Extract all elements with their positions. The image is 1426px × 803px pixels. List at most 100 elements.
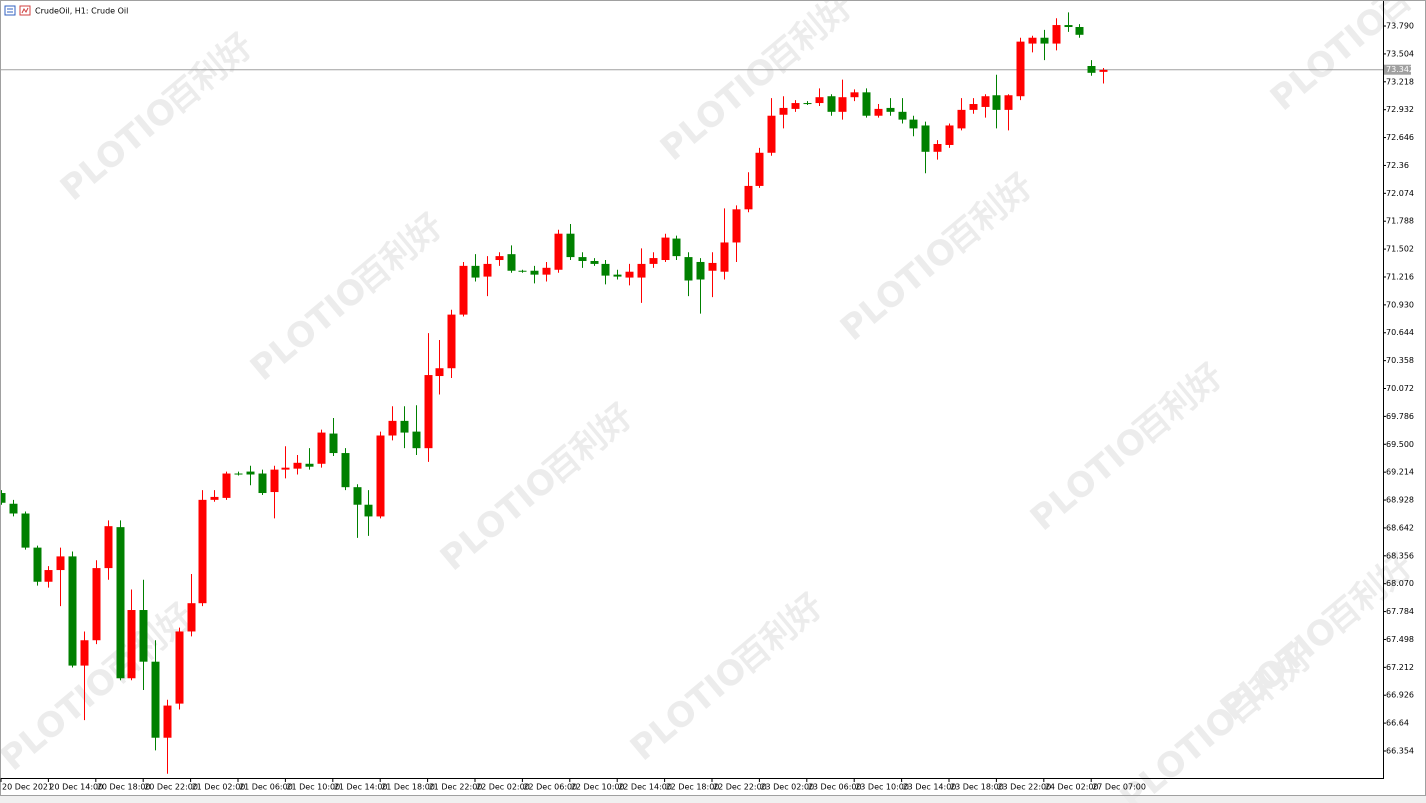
- candle-body: [376, 435, 385, 517]
- candle-body: [424, 375, 433, 449]
- candle-body: [33, 547, 42, 582]
- watermark-brand: 百利好: [347, 206, 451, 302]
- candle-body: [590, 260, 599, 264]
- y-tick-label: 71.502: [1386, 245, 1414, 254]
- candle-body: [838, 97, 847, 112]
- candle-body: [483, 263, 492, 277]
- y-tick-label: 72.36: [1386, 161, 1409, 170]
- y-tick-label: 68.642: [1386, 523, 1414, 532]
- y-tick-label: 66.64: [1386, 719, 1409, 728]
- candle-body: [1028, 37, 1037, 44]
- candle-body: [435, 368, 444, 377]
- candle-body: [246, 471, 255, 475]
- candle-body: [151, 661, 160, 738]
- candle-body: [44, 570, 53, 582]
- y-tick-label: 71.216: [1386, 272, 1414, 281]
- candle-body: [459, 265, 468, 315]
- candle-body: [1016, 41, 1025, 97]
- x-tick-label: 21 Dec 14:00: [334, 783, 388, 792]
- watermark-brand: 百利好: [537, 396, 641, 492]
- candle-body: [601, 263, 610, 276]
- candle-body: [578, 257, 587, 261]
- candle-body: [898, 111, 907, 120]
- candle-body: [637, 263, 646, 278]
- status-strip: [0, 796, 1426, 803]
- watermark-brand: 百利好: [937, 166, 1041, 262]
- watermark-logo: PLOTIO: [653, 49, 785, 169]
- candle-body: [684, 257, 693, 281]
- x-tick-label: 23 Dec 22:00: [997, 783, 1051, 792]
- candle-body: [661, 237, 670, 261]
- y-tick-label: 70.072: [1386, 384, 1414, 393]
- x-tick-label: 21 Dec 10:00: [286, 783, 340, 792]
- y-tick-label: 70.358: [1386, 356, 1414, 365]
- x-tick-label: 23 Dec 18:00: [950, 783, 1004, 792]
- candle-body: [649, 258, 658, 264]
- y-tick-label: 66.926: [1386, 691, 1414, 700]
- watermark-logo: PLOTIO: [53, 89, 185, 209]
- watermark-brand: 百利好: [157, 26, 261, 122]
- candle-body: [945, 125, 954, 145]
- candle-body: [163, 705, 172, 738]
- candle-body: [281, 467, 290, 470]
- x-tick-label: 20 Dec 2021: [2, 783, 53, 792]
- y-tick-label: 68.928: [1386, 496, 1414, 505]
- candle-body: [116, 527, 125, 679]
- candle-body: [317, 432, 326, 464]
- x-tick-label: 21 Dec 06:00: [239, 783, 293, 792]
- y-tick-label: 69.786: [1386, 412, 1414, 421]
- candle-body: [80, 640, 89, 666]
- x-tick-label: 22 Dec 10:00: [571, 783, 625, 792]
- candle-body: [791, 103, 800, 109]
- candle-body: [127, 610, 136, 679]
- y-tick-label: 67.784: [1386, 607, 1414, 616]
- watermark-logo: PLOTIO: [623, 649, 755, 769]
- candle-body: [471, 265, 480, 278]
- candle-body: [969, 104, 978, 110]
- y-tick-label: 68.356: [1386, 551, 1414, 560]
- candle-body: [495, 256, 504, 261]
- candle-body: [341, 453, 350, 488]
- candle-body: [293, 462, 302, 469]
- candle-body: [921, 125, 930, 152]
- candle-body: [957, 109, 966, 129]
- candle-body: [388, 420, 397, 436]
- x-tick-label: 22 Dec 06:00: [523, 783, 577, 792]
- chart-title: CrudeOil, H1: Crude Oil: [35, 7, 128, 16]
- watermark-logo: PLOTIO: [833, 229, 965, 349]
- y-tick-label: 72.074: [1386, 189, 1414, 198]
- candle-body: [803, 103, 812, 105]
- candle-body: [1052, 25, 1061, 44]
- x-tick-label: 23 Dec 06:00: [808, 783, 862, 792]
- y-tick-label: 70.644: [1386, 328, 1414, 337]
- candle-body: [566, 233, 575, 258]
- candle-body: [933, 143, 942, 152]
- y-tick-label: 66.354: [1386, 746, 1414, 755]
- watermark-brand: 百利好: [1127, 356, 1231, 452]
- candle-body: [708, 262, 717, 271]
- x-tick-label: 23 Dec 02:00: [760, 783, 814, 792]
- candle-body: [68, 556, 77, 666]
- candle-body: [542, 267, 551, 275]
- plot-area: [0, 12, 1383, 774]
- candle-body: [198, 499, 207, 604]
- y-tick-label: 72.646: [1386, 133, 1414, 142]
- candle-body: [767, 115, 776, 153]
- candle-body: [862, 92, 871, 116]
- candle-body: [850, 92, 859, 98]
- candle-body: [447, 314, 456, 369]
- candle-body: [827, 96, 836, 112]
- x-tick-label: 20 Dec 18:00: [97, 783, 151, 792]
- candle-body: [613, 274, 622, 277]
- candle-body: [234, 473, 243, 475]
- candle-body: [815, 97, 824, 104]
- candle-body: [92, 568, 101, 641]
- candle-body: [992, 95, 1001, 110]
- candle-body: [755, 152, 764, 186]
- candle-body: [400, 420, 409, 433]
- candle-body: [353, 487, 362, 505]
- x-tick-label: 24 Dec 02:00: [1045, 783, 1099, 792]
- last-price-label: 73.342: [1386, 65, 1414, 74]
